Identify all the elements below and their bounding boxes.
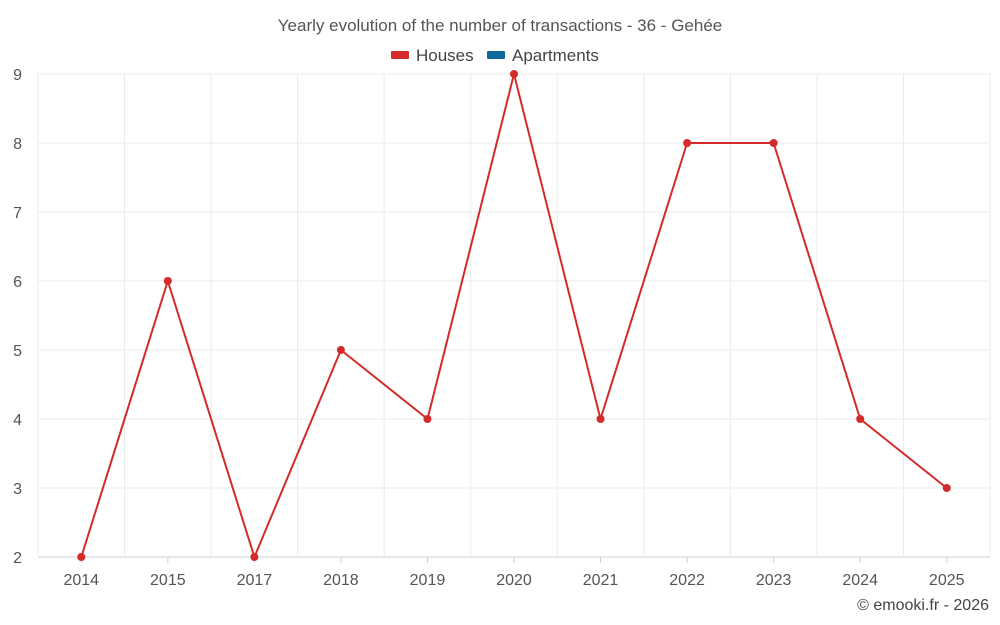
y-tick-label: 2 [13, 550, 22, 567]
data-point [942, 484, 951, 492]
x-tick-label: 2024 [842, 572, 878, 589]
chart-title: Yearly evolution of the number of transa… [278, 16, 722, 35]
data-point [596, 415, 605, 423]
legend: Houses Apartments [391, 46, 599, 65]
x-tick-label: 2015 [150, 572, 186, 589]
data-point [769, 139, 778, 147]
legend-swatch-apartments [487, 51, 505, 59]
x-tick-label: 2019 [410, 572, 446, 589]
legend-swatch-houses [391, 51, 409, 59]
data-point [423, 415, 432, 423]
legend-item-houses[interactable]: Houses [391, 46, 474, 65]
grid [37, 73, 991, 557]
data-point [336, 346, 345, 354]
data-point [510, 70, 518, 78]
x-tick-label: 2022 [669, 572, 705, 589]
y-tick-label: 4 [13, 412, 22, 429]
legend-item-apartments[interactable]: Apartments [487, 46, 599, 65]
x-tick-label: 2018 [323, 572, 359, 589]
data-point [77, 553, 86, 561]
series-houses [77, 70, 951, 561]
y-tick-label: 6 [13, 274, 22, 291]
x-tick-label: 2025 [929, 572, 965, 589]
y-tick-label: 9 [13, 67, 22, 84]
y-tick-label: 5 [13, 343, 22, 360]
x-tick-label: 2014 [63, 572, 99, 589]
y-tick-label: 3 [13, 481, 22, 498]
legend-label-houses: Houses [416, 46, 474, 65]
data-point [683, 139, 692, 147]
x-tick-label: 2023 [756, 572, 792, 589]
data-point [856, 415, 865, 423]
x-axis-ticks: 2014 2015 2017 2018 2019 2020 2021 2022 2023 2024… [63, 572, 964, 589]
y-tick-label: 7 [13, 205, 22, 222]
legend-label-apartments: Apartments [512, 46, 599, 65]
data-point [250, 553, 259, 561]
x-tick-label: 2021 [583, 572, 619, 589]
x-tick-label: 2020 [496, 572, 532, 589]
x-tick-label: 2017 [237, 572, 273, 589]
axes [38, 556, 990, 563]
y-axis-ticks: 2 3 4 5 6 7 8 9 [13, 67, 22, 567]
credit-text: © emooki.fr - 2026 [857, 597, 989, 614]
data-point [163, 277, 172, 285]
y-tick-label: 8 [13, 136, 22, 153]
